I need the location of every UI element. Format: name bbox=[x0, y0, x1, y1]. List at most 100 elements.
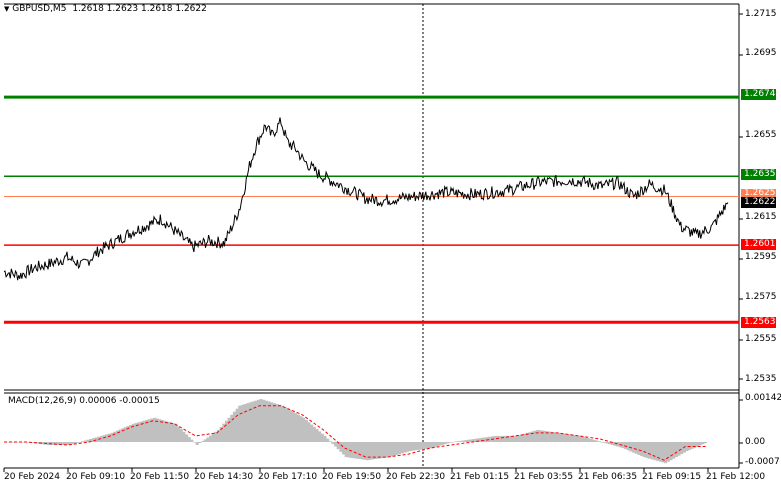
macd-bar bbox=[382, 442, 386, 458]
macd-bar bbox=[222, 423, 226, 442]
macd-bar bbox=[81, 441, 85, 442]
macd-bar bbox=[637, 442, 641, 455]
macd-bar bbox=[302, 417, 306, 442]
macd-bar bbox=[366, 442, 370, 461]
macd-bar bbox=[437, 442, 441, 446]
macd-bar bbox=[193, 442, 197, 443]
macd-bar bbox=[206, 437, 210, 442]
macd-bar bbox=[531, 431, 535, 442]
macd-tick: 0.00 bbox=[745, 437, 766, 447]
symbol-label: GBPUSD,M5 bbox=[12, 4, 67, 14]
macd-bar bbox=[552, 432, 556, 442]
macd-bar bbox=[126, 426, 130, 442]
macd-bar bbox=[602, 442, 606, 443]
macd-bar bbox=[318, 431, 322, 442]
macd-bar bbox=[155, 418, 159, 442]
macd-signal bbox=[4, 405, 707, 461]
macd-bar bbox=[344, 442, 348, 458]
macd-bar bbox=[67, 442, 71, 445]
chart-frame bbox=[4, 3, 740, 469]
macd-bar bbox=[328, 441, 332, 442]
macd-bar bbox=[12, 442, 16, 443]
macd-bar bbox=[690, 442, 694, 449]
macd-bar bbox=[621, 442, 625, 449]
macd-bar bbox=[209, 435, 213, 442]
price-tick: 1.2615 bbox=[745, 212, 777, 222]
macd-bar bbox=[594, 440, 598, 442]
macd-bar bbox=[379, 442, 383, 459]
macd-histogram bbox=[4, 399, 708, 464]
price-line bbox=[3, 117, 729, 281]
macd-bar bbox=[294, 413, 298, 442]
macd-bar bbox=[174, 423, 178, 442]
macd-bar bbox=[424, 442, 428, 449]
macd-bar bbox=[650, 442, 654, 460]
macd-bar bbox=[150, 418, 154, 442]
time-tick: 20 Feb 09:10 bbox=[66, 472, 126, 482]
price-tick: 1.2555 bbox=[745, 334, 777, 344]
macd-bar bbox=[187, 437, 191, 442]
macd-bar bbox=[347, 442, 351, 458]
macd-bar bbox=[496, 435, 500, 442]
macd-bar bbox=[448, 442, 452, 443]
macd-bar bbox=[632, 442, 636, 453]
macd-bar bbox=[57, 442, 61, 445]
macd-bar bbox=[280, 405, 284, 442]
macd-bar bbox=[171, 423, 175, 442]
macd-bar bbox=[560, 433, 564, 442]
macd-bar bbox=[315, 429, 319, 442]
macd-bar bbox=[374, 442, 378, 459]
macd-bar bbox=[571, 434, 575, 442]
macd-bar bbox=[456, 441, 460, 442]
macd-bar bbox=[395, 442, 399, 455]
time-tick: 20 Feb 17:10 bbox=[258, 472, 318, 482]
macd-bar bbox=[352, 442, 356, 459]
macd-signal-line bbox=[4, 405, 707, 461]
macd-bar bbox=[645, 442, 649, 458]
macd-bar bbox=[387, 442, 391, 458]
macd-bar bbox=[397, 442, 401, 455]
time-tick: 20 Feb 14:30 bbox=[194, 472, 254, 482]
macd-bar bbox=[403, 442, 407, 453]
time-tick: 20 Feb 11:50 bbox=[130, 472, 190, 482]
macd-bar bbox=[368, 442, 372, 460]
macd-bar bbox=[259, 399, 263, 442]
macd-bar bbox=[453, 441, 457, 443]
macd-bar bbox=[166, 421, 170, 442]
level-tag-5: 1.2563 bbox=[741, 317, 776, 328]
macd-bar bbox=[342, 442, 346, 455]
macd-bar bbox=[70, 442, 74, 445]
macd-bar bbox=[216, 429, 220, 442]
macd-bar bbox=[432, 442, 436, 448]
macd-bar bbox=[445, 442, 449, 444]
macd-bar bbox=[586, 438, 590, 442]
macd-bar bbox=[145, 420, 149, 442]
macd-bar bbox=[240, 404, 244, 442]
macd-bar bbox=[563, 433, 567, 442]
macd-bar bbox=[131, 423, 135, 442]
macd-bar bbox=[334, 442, 338, 447]
macd-bar bbox=[163, 420, 167, 442]
macd-bar bbox=[472, 439, 476, 442]
time-tick: 21 Feb 03:55 bbox=[514, 472, 574, 482]
macd-bar bbox=[626, 442, 630, 451]
macd-bar bbox=[251, 401, 255, 442]
macd-bar bbox=[461, 440, 465, 442]
macd-bar bbox=[299, 416, 303, 442]
macd-bar bbox=[701, 442, 705, 445]
triangle-down-icon[interactable]: ▼ bbox=[4, 5, 10, 13]
macd-bar bbox=[46, 442, 50, 445]
macd-bar bbox=[360, 442, 364, 460]
macd-bar bbox=[544, 431, 548, 442]
macd-bar bbox=[248, 402, 252, 442]
macd-bar bbox=[624, 442, 628, 450]
macd-bar bbox=[73, 442, 77, 444]
time-tick: 21 Feb 06:35 bbox=[578, 472, 638, 482]
macd-bar bbox=[677, 442, 681, 456]
level-tag-1: 1.2674 bbox=[741, 89, 776, 100]
macd-bar bbox=[613, 442, 617, 446]
macd-bar bbox=[515, 435, 519, 442]
macd-bar bbox=[110, 432, 114, 442]
macd-bar bbox=[584, 437, 588, 442]
